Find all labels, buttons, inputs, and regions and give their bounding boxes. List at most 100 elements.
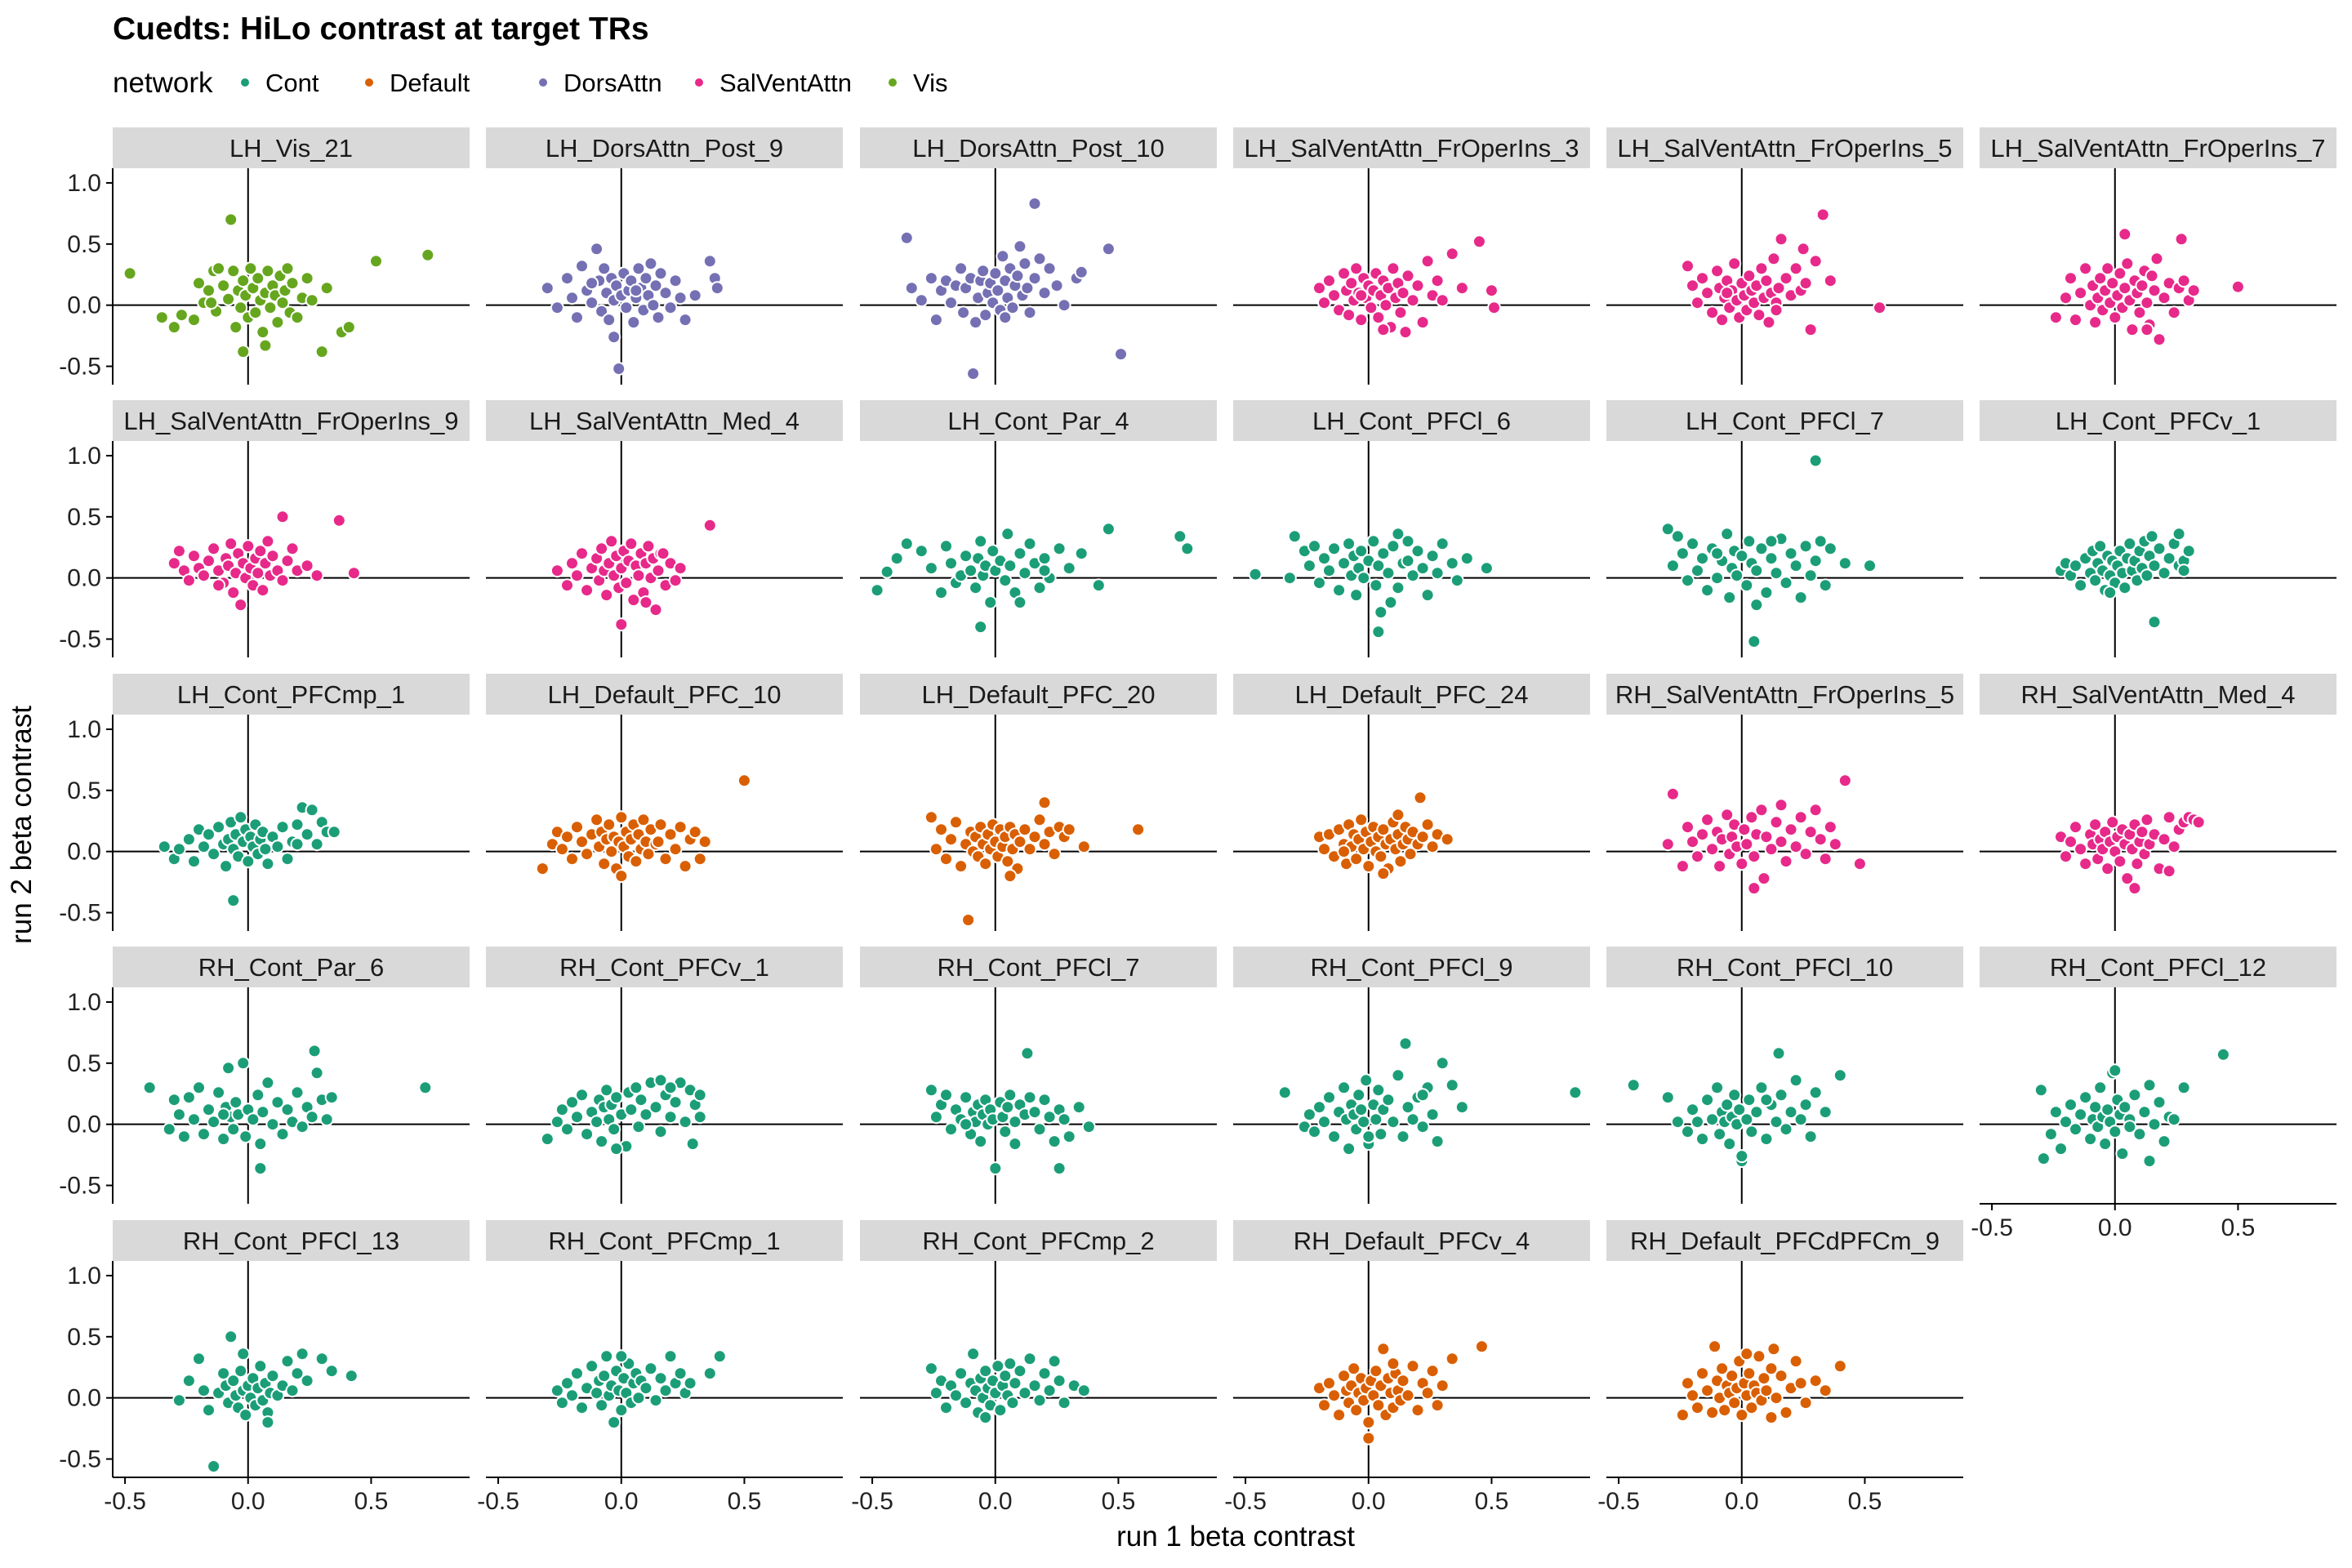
data-point xyxy=(1401,1100,1415,1115)
y-tick-label: 1.0 xyxy=(67,1263,101,1290)
data-point xyxy=(1354,313,1369,327)
data-point xyxy=(648,1393,663,1408)
facet-strip-label: RH_Cont_PFCl_13 xyxy=(183,1227,399,1255)
data-point xyxy=(1374,605,1388,620)
data-point xyxy=(2147,615,2162,630)
data-point xyxy=(2167,305,2181,320)
data-point xyxy=(1749,1105,1764,1120)
data-point xyxy=(1371,1083,1386,1098)
data-point xyxy=(2167,840,2181,854)
data-point xyxy=(1695,271,1709,286)
data-point xyxy=(1833,1359,1847,1374)
x-tick-label: 0.5 xyxy=(728,1488,762,1515)
data-point xyxy=(1710,1080,1725,1095)
data-point xyxy=(565,291,579,305)
data-point xyxy=(1487,301,1501,315)
data-point xyxy=(154,310,169,325)
facet-strip-label: LH_Default_PFC_20 xyxy=(921,680,1155,709)
data-point xyxy=(663,1110,678,1125)
data-point xyxy=(1327,541,1342,556)
data-point xyxy=(2034,1083,2048,1098)
facet-strip xyxy=(1233,400,1590,441)
data-point xyxy=(580,1127,595,1142)
x-tick-label: 0.5 xyxy=(354,1488,389,1515)
data-point xyxy=(2176,564,2191,578)
facet-panel: RH_Cont_PFCv_1 xyxy=(486,947,843,1204)
data-point xyxy=(1022,1352,1037,1366)
data-point xyxy=(656,546,670,561)
data-point xyxy=(944,1122,958,1137)
data-point xyxy=(1287,529,1302,544)
data-point xyxy=(683,1376,697,1391)
data-point xyxy=(280,852,295,866)
data-point xyxy=(973,534,988,549)
data-point xyxy=(2147,283,2162,298)
data-point xyxy=(1405,293,1420,308)
data-point xyxy=(595,1134,609,1149)
facet-panel: RH_Cont_PFCmp_1 -0.5 0.0 0.5 xyxy=(477,1220,843,1515)
data-point xyxy=(2059,1115,2073,1129)
legend-key xyxy=(539,78,547,87)
data-point xyxy=(305,1110,319,1125)
data-point xyxy=(2186,283,2201,298)
data-point xyxy=(1803,323,1818,337)
data-point xyxy=(2120,871,2135,886)
data-point xyxy=(1660,522,1675,537)
data-point xyxy=(2064,271,2078,286)
data-point xyxy=(2181,544,2196,559)
data-point xyxy=(224,537,238,551)
data-point xyxy=(595,541,609,556)
data-point xyxy=(939,539,953,554)
data-point xyxy=(2115,1147,2130,1161)
data-point xyxy=(678,313,693,327)
data-point xyxy=(221,1061,236,1076)
data-point xyxy=(2147,1117,2162,1132)
data-point xyxy=(1091,578,1106,593)
data-point xyxy=(1317,842,1331,857)
data-point xyxy=(332,513,346,528)
data-point xyxy=(1818,1105,1833,1120)
data-point xyxy=(226,264,241,278)
data-point xyxy=(1863,559,1877,573)
data-point xyxy=(1322,564,1336,578)
x-tick-label: 0.0 xyxy=(231,1488,265,1515)
data-point xyxy=(167,1093,181,1107)
data-point xyxy=(192,1352,206,1366)
data-point xyxy=(238,1408,253,1423)
data-point xyxy=(973,620,988,635)
facet-strip-label: LH_SalVentAttn_FrOperIns_5 xyxy=(1617,134,1952,163)
data-point xyxy=(1052,541,1067,556)
facet-strip-label: RH_Cont_PFCl_10 xyxy=(1677,953,1893,982)
facet-strip xyxy=(486,947,843,987)
data-point xyxy=(300,1374,314,1388)
data-point xyxy=(1435,537,1450,551)
data-point xyxy=(1391,808,1405,822)
data-point xyxy=(1774,232,1788,247)
data-point xyxy=(1793,1376,1808,1391)
facet-strip-label: RH_Cont_PFCl_7 xyxy=(937,953,1139,982)
legend-key xyxy=(695,78,703,87)
data-point xyxy=(575,259,589,274)
data-point xyxy=(599,1349,614,1364)
facet-strip xyxy=(1233,674,1590,715)
data-point xyxy=(224,1330,238,1344)
data-point xyxy=(1415,1088,1430,1102)
data-point xyxy=(1754,541,1769,556)
data-point xyxy=(1369,578,1383,593)
data-point xyxy=(646,298,661,313)
data-point xyxy=(1032,1122,1047,1137)
data-point xyxy=(1371,310,1386,325)
data-point xyxy=(1354,288,1369,303)
data-point xyxy=(1000,527,1015,541)
data-point xyxy=(263,301,278,315)
y-tick-label: 0.5 xyxy=(67,777,101,804)
data-point xyxy=(934,586,948,600)
data-point xyxy=(1003,869,1018,884)
data-point xyxy=(216,1132,231,1147)
data-point xyxy=(327,825,341,840)
data-point xyxy=(673,291,688,305)
data-point xyxy=(1349,588,1364,603)
facet-panel: LH_Vis_21 -0.5 0.0 0.5 1.0 xyxy=(59,127,470,385)
data-point xyxy=(2176,274,2191,288)
data-point xyxy=(1312,576,1326,590)
